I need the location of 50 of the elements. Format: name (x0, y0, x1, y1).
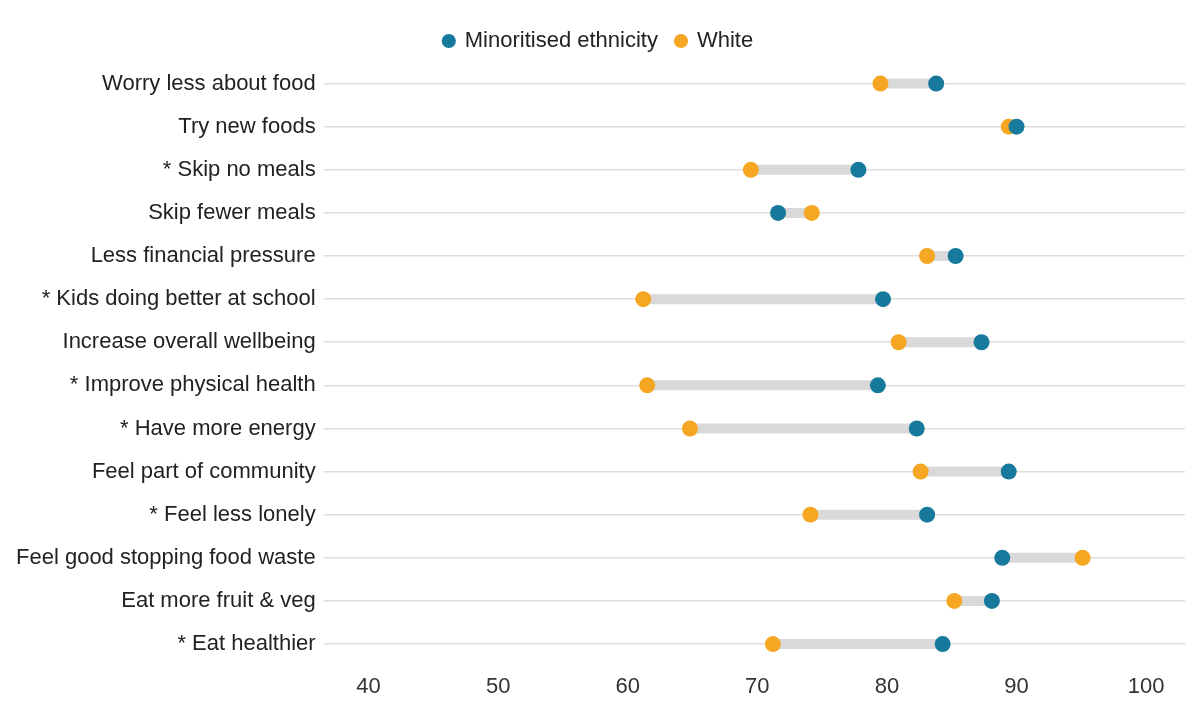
y-tick-label: * Feel less lonely (149, 500, 316, 526)
point (742, 161, 759, 178)
point (1008, 118, 1025, 135)
point (803, 204, 820, 221)
y-tick-label: Try new foods (178, 112, 316, 138)
legend-label: Minoritised ethnicity (464, 27, 658, 53)
x-tick-label: 100 (1127, 672, 1165, 698)
point (681, 420, 698, 437)
point (875, 291, 892, 308)
y-tick-label: * Eat healthier (177, 630, 316, 656)
point (912, 463, 929, 480)
point (890, 334, 907, 351)
point (1000, 463, 1017, 480)
y-tick-label: Feel part of community (91, 457, 316, 483)
point (635, 291, 652, 308)
point (802, 506, 819, 523)
point (919, 506, 936, 523)
point (973, 334, 990, 351)
x-tick-label: 70 (745, 672, 770, 698)
point (872, 75, 889, 92)
y-tick-label: Skip fewer meals (148, 198, 316, 224)
point (946, 592, 963, 609)
y-tick-label: Increase overall wellbeing (62, 328, 316, 354)
point (764, 636, 781, 653)
point (934, 636, 951, 653)
point (983, 592, 1000, 609)
point (928, 75, 945, 92)
y-tick-label: Feel good stopping food waste (16, 543, 316, 569)
x-tick-label: 80 (874, 672, 900, 698)
point (1074, 549, 1091, 566)
x-tick-label: 90 (1004, 672, 1029, 698)
point (869, 377, 886, 394)
y-tick-label: Worry less about food (102, 69, 316, 95)
point (919, 248, 936, 265)
x-tick-label: 40 (356, 672, 381, 698)
point (947, 248, 964, 265)
x-tick-label: 60 (615, 672, 640, 698)
y-tick-label: * Improve physical health (69, 371, 316, 397)
y-tick-label: * Skip no meals (162, 155, 316, 181)
y-tick-label: Less financial pressure (90, 242, 316, 268)
y-tick-label: * Have more energy (120, 414, 316, 440)
point (770, 204, 787, 221)
y-tick-label: * Kids doing better at school (41, 285, 316, 311)
point (850, 161, 867, 178)
point (994, 549, 1011, 566)
y-tick-label: Eat more fruit & veg (121, 586, 316, 612)
point (639, 377, 656, 394)
point (908, 420, 925, 437)
x-tick-label: 50 (485, 672, 511, 698)
legend-label: White (696, 27, 754, 53)
